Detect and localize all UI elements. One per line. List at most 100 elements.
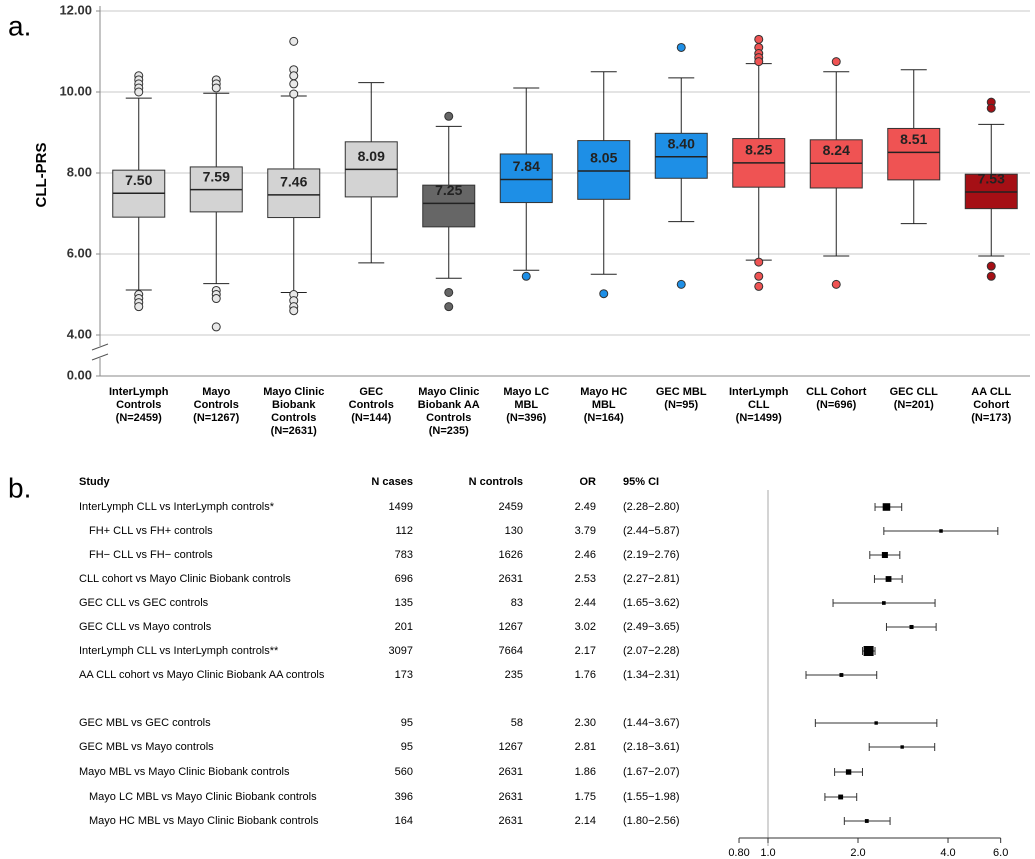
column-header: Study [79,476,110,488]
panel-label: b. [8,472,31,503]
x-tick-label: (N=164) [584,412,624,424]
confidence-interval: (2.28−2.80) [623,501,680,513]
point-estimate [900,745,904,749]
confidence-interval: (2.07−2.28) [623,645,680,657]
outlier [134,302,144,312]
point-estimate [881,601,886,605]
x-tick-label: Mayo HC [580,386,627,398]
point-estimate [863,646,874,656]
n-controls: 2631 [499,766,523,778]
x-tick-label: Controls [194,399,239,411]
x-tick-label: Mayo [202,386,230,398]
outlier [289,306,299,316]
odds-ratio: 3.02 [575,621,596,633]
x-tick-label: (N=1267) [193,412,240,424]
outlier [676,279,686,289]
study: Mayo MBL vs Mayo Clinic Biobank controls [79,766,290,778]
outlier [676,42,686,52]
panel-label: a. [8,10,31,41]
outlier [289,89,299,99]
outlier [754,271,764,281]
n-cases: 201 [395,621,413,633]
odds-ratio: 2.17 [575,645,596,657]
point-estimate [881,551,888,559]
x-tick-label: CLL Cohort [806,386,867,398]
x-tick-label: MBL [592,399,616,411]
outlier [831,279,841,289]
study: CLL cohort vs Mayo Clinic Biobank contro… [79,573,291,585]
x-tick-label: (N=396) [506,412,546,424]
median-label: 7.53 [978,171,1005,187]
study: FH− CLL vs FH− controls [89,549,213,561]
n-cases: 696 [395,573,413,585]
y-tick-label: 0.00 [67,367,92,382]
column-header: N cases [371,476,413,488]
x-tick-label: (N=696) [816,399,856,411]
point-estimate [939,529,943,533]
box [577,140,631,200]
x-tick-label: (N=235) [429,425,469,437]
outlier [986,261,996,271]
y-tick-label: 4.00 [67,326,92,341]
outlier [986,103,996,113]
odds-ratio: 2.44 [575,597,596,609]
box [499,153,553,204]
n-controls: 2631 [499,815,523,827]
outlier [754,34,764,44]
n-controls: 2631 [499,791,523,803]
x-tick-label: 4.0 [940,847,955,859]
y-tick-label: 8.00 [67,164,92,179]
x-tick-label: Mayo Clinic [263,386,324,398]
axis-break [91,343,109,351]
median-label: 7.59 [203,168,230,184]
median-label: 7.84 [513,158,540,174]
study: Mayo HC MBL vs Mayo Clinic Biobank contr… [89,815,319,827]
x-tick-label: Cohort [973,399,1009,411]
x-tick-label: (N=201) [894,399,934,411]
confidence-interval: (2.18−3.61) [623,741,680,753]
point-estimate [864,819,869,823]
x-tick-label: InterLymph [109,386,169,398]
y-tick-label: 12.00 [59,2,92,17]
x-tick-label: (N=95) [664,399,698,411]
x-tick-label: (N=173) [971,412,1011,424]
column-header: OR [580,476,597,488]
outlier [521,271,531,281]
y-tick-label: 10.00 [59,83,92,98]
x-tick-label: GEC MBL [656,386,707,398]
box [422,184,476,228]
odds-ratio: 2.14 [575,815,596,827]
n-cases: 135 [395,597,413,609]
outlier [289,36,299,46]
confidence-interval: (1.80−2.56) [623,815,680,827]
confidence-interval: (1.34−2.31) [623,669,680,681]
n-cases: 173 [395,669,413,681]
median-label: 7.46 [280,174,307,190]
odds-ratio: 2.49 [575,501,596,513]
x-tick-label: (N=1499) [736,412,783,424]
x-tick-label: Mayo Clinic [418,386,479,398]
odds-ratio: 1.75 [575,791,596,803]
outlier [444,287,454,297]
point-estimate [839,673,844,677]
x-tick-label: Biobank [272,399,316,411]
odds-ratio: 2.46 [575,549,596,561]
confidence-interval: (2.19−2.76) [623,549,680,561]
n-controls: 1267 [499,621,523,633]
study: GEC CLL vs GEC controls [79,597,209,609]
median-label: 8.40 [668,136,695,152]
odds-ratio: 1.86 [575,766,596,778]
x-tick-label: GEC [359,386,383,398]
median-label: 8.09 [358,148,385,164]
study: InterLymph CLL vs InterLymph controls* [79,501,275,513]
n-cases: 560 [395,766,413,778]
n-cases: 112 [395,525,413,537]
confidence-interval: (2.27−2.81) [623,573,680,585]
n-controls: 1626 [499,549,523,561]
outlier [289,71,299,81]
confidence-interval: (1.65−3.62) [623,597,680,609]
column-header: N controls [469,476,523,488]
n-controls: 58 [511,717,523,729]
median-label: 7.50 [125,172,152,188]
